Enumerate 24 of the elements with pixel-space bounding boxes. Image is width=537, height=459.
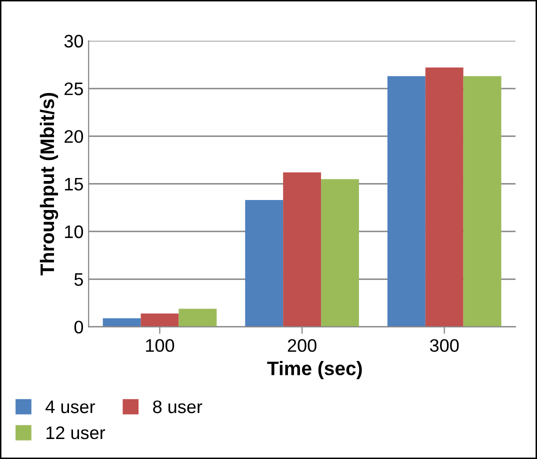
y-tick-label: 20 — [64, 130, 84, 143]
bar — [245, 200, 284, 327]
y-tick-label: 30 — [64, 34, 84, 48]
x-tick-label: 100 — [146, 339, 174, 352]
y-tick-label: 10 — [65, 225, 84, 238]
x-tick-label: 200 — [288, 339, 316, 352]
legend-label: 12 user — [46, 426, 106, 440]
bar — [140, 313, 179, 327]
bar — [463, 76, 502, 327]
x-axis-title: Time (sec) — [267, 361, 362, 380]
y-tick-label: 25 — [64, 82, 83, 96]
legend-label: 8 user — [153, 400, 202, 414]
x-tick-label: 300 — [430, 339, 459, 352]
y-axis-title: Throughput (Mbit/s) — [40, 92, 58, 276]
bar — [102, 318, 141, 327]
bar — [425, 68, 464, 327]
y-tick-label: 15 — [65, 178, 83, 191]
legend-label: 4 user — [46, 400, 96, 414]
bar — [321, 179, 359, 327]
bar — [387, 76, 426, 327]
y-tick-label: 0 — [74, 320, 84, 334]
y-tick-label: 5 — [74, 273, 83, 286]
bar — [178, 308, 217, 327]
bar — [283, 172, 322, 327]
